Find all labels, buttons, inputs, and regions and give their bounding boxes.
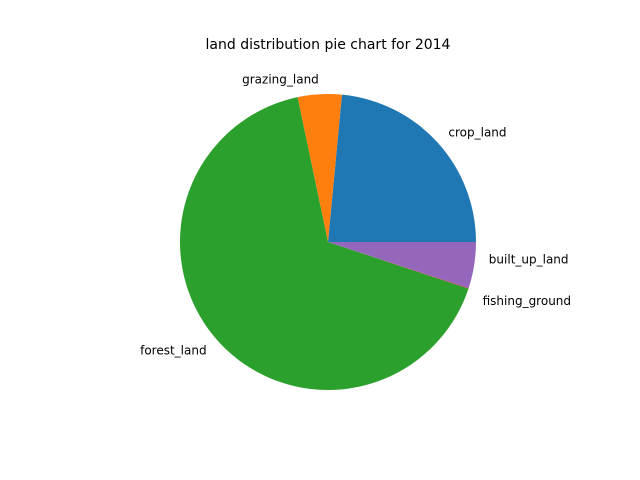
- pie-slice-forest-land: [180, 97, 469, 390]
- pie-slice-crop-land: [328, 94, 476, 242]
- pie-slices: [180, 94, 476, 390]
- pie-label-forest-land: forest_land: [140, 343, 207, 357]
- pie-label-grazing-land: grazing_land: [242, 73, 319, 87]
- pie-labels: crop_land grazing_land forest_land fishing_…: [140, 73, 571, 358]
- pie-label-crop-land: crop_land: [448, 125, 506, 139]
- pie-slice-built-up-land: [328, 242, 476, 289]
- pie-label-built-up-land: built_up_land: [489, 253, 569, 267]
- pie-slice-fishing-ground: [328, 242, 469, 289]
- pie-label-fishing-ground: fishing_ground: [483, 294, 571, 308]
- chart-title: land distribution pie chart for 2014: [206, 37, 451, 53]
- pie-slice-grazing-land: [297, 94, 342, 243]
